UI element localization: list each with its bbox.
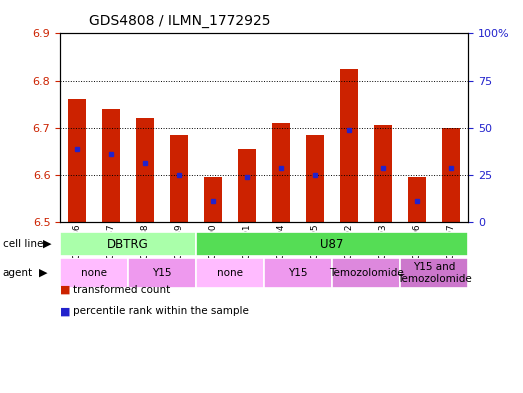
Text: GDS4808 / ILMN_1772925: GDS4808 / ILMN_1772925 — [89, 14, 270, 28]
Text: none: none — [81, 268, 107, 278]
Text: ▶: ▶ — [39, 268, 48, 278]
Text: DBTRG: DBTRG — [107, 237, 149, 251]
Bar — [60, 258, 128, 288]
Bar — [128, 258, 196, 288]
Text: none: none — [217, 268, 243, 278]
Text: ▶: ▶ — [43, 239, 52, 249]
Bar — [408, 177, 426, 222]
Bar — [400, 258, 468, 288]
Text: agent: agent — [3, 268, 33, 278]
Bar — [170, 135, 188, 222]
Text: cell line: cell line — [3, 239, 43, 249]
Bar — [60, 232, 196, 256]
Text: Temozolomide: Temozolomide — [329, 268, 403, 278]
Text: ■: ■ — [60, 285, 71, 295]
Text: percentile rank within the sample: percentile rank within the sample — [73, 306, 249, 316]
Bar — [102, 109, 120, 222]
Text: U87: U87 — [321, 237, 344, 251]
Bar — [204, 177, 222, 222]
Bar — [340, 69, 358, 222]
Bar — [264, 258, 332, 288]
Bar — [332, 258, 400, 288]
Text: transformed count: transformed count — [73, 285, 170, 295]
Bar — [272, 123, 290, 222]
Text: ■: ■ — [60, 306, 71, 316]
Text: Y15: Y15 — [288, 268, 308, 278]
Bar — [196, 232, 468, 256]
Text: Y15 and
Temozolomide: Y15 and Temozolomide — [397, 262, 471, 284]
Bar — [68, 99, 86, 222]
Text: Y15: Y15 — [152, 268, 172, 278]
Bar — [136, 118, 154, 222]
Bar — [196, 258, 264, 288]
Bar — [442, 128, 460, 222]
Bar — [374, 125, 392, 222]
Bar — [306, 135, 324, 222]
Bar — [238, 149, 256, 222]
